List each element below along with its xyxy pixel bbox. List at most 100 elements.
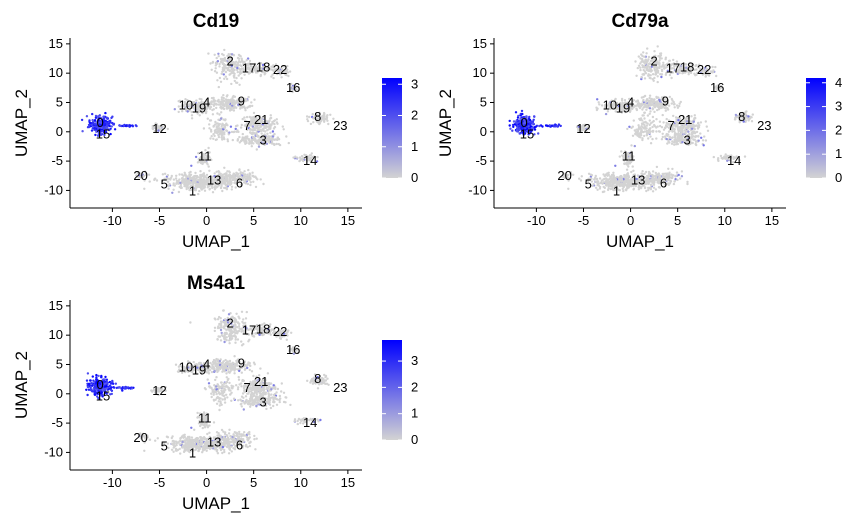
cell-point xyxy=(92,121,95,125)
x-tick-label: 10 xyxy=(294,213,308,228)
cell-point xyxy=(232,94,235,98)
cluster-label: 15 xyxy=(520,127,534,142)
cell-point xyxy=(129,386,132,390)
x-tick-label: -5 xyxy=(578,213,590,228)
cell-point xyxy=(223,166,226,169)
cell-point xyxy=(557,123,561,126)
cell-point xyxy=(589,173,593,176)
cell-point xyxy=(277,142,280,146)
cell-point xyxy=(641,122,644,126)
cluster-label: 4 xyxy=(627,95,634,110)
cell-point xyxy=(706,129,710,132)
cell-point xyxy=(649,74,652,77)
cluster-label: 13 xyxy=(207,172,221,187)
cell-point xyxy=(131,125,135,128)
cell-point xyxy=(194,155,198,159)
cell-point xyxy=(640,125,643,128)
cell-point xyxy=(199,173,202,177)
cell-point xyxy=(515,127,519,131)
cell-point xyxy=(696,127,700,130)
cell-point xyxy=(189,105,192,109)
cell-point xyxy=(193,105,196,109)
cell-point xyxy=(723,155,726,158)
cell-point xyxy=(733,118,737,121)
cluster-label: 16 xyxy=(710,80,724,95)
cell-point xyxy=(690,127,694,130)
cell-point xyxy=(214,67,217,70)
cell-point xyxy=(103,133,106,137)
cell-point xyxy=(670,102,673,105)
cell-point xyxy=(238,135,241,139)
cell-point xyxy=(220,134,224,137)
cell-point xyxy=(673,106,676,109)
cell-point xyxy=(257,129,260,132)
cell-point xyxy=(181,110,184,113)
cell-point xyxy=(661,135,664,139)
cell-point xyxy=(166,127,169,131)
cell-point xyxy=(623,183,626,186)
cell-point xyxy=(651,129,654,133)
cell-point xyxy=(247,168,250,172)
colorbar-tick-label: 1 xyxy=(411,139,418,154)
cell-point xyxy=(237,130,240,134)
cell-point xyxy=(640,76,643,79)
cell-point xyxy=(697,134,700,138)
cell-point xyxy=(200,100,203,104)
cell-point xyxy=(630,126,633,130)
cell-point xyxy=(184,177,187,181)
cell-point xyxy=(198,108,201,111)
cell-point xyxy=(198,189,201,193)
cell-point xyxy=(606,178,610,182)
cell-point xyxy=(171,191,174,194)
cell-point xyxy=(186,110,189,113)
cell-point xyxy=(218,128,221,131)
colorbar-tick-label: 0 xyxy=(835,170,842,185)
cell-point xyxy=(105,116,108,119)
cell-point xyxy=(223,133,226,136)
cell-point xyxy=(659,52,663,55)
cell-point xyxy=(643,94,647,98)
cell-point xyxy=(641,114,644,117)
cell-point xyxy=(199,176,203,179)
cell-point xyxy=(677,133,680,137)
cell-point xyxy=(195,177,198,180)
cell-point xyxy=(215,106,218,110)
cell-point xyxy=(104,111,107,115)
cell-point xyxy=(534,125,538,128)
cell-point xyxy=(645,124,648,127)
cell-point xyxy=(659,54,663,57)
cell-point xyxy=(158,125,161,129)
cell-point xyxy=(679,133,682,136)
cell-point xyxy=(250,101,253,104)
cell-point xyxy=(677,129,680,133)
cell-point xyxy=(97,119,100,122)
cell-point xyxy=(620,175,623,178)
cell-point xyxy=(95,130,98,133)
cell-point xyxy=(217,135,221,139)
cell-point xyxy=(250,116,254,119)
cell-point xyxy=(607,187,610,190)
cell-point xyxy=(225,107,228,110)
cell-point xyxy=(221,62,224,66)
cell-point xyxy=(154,177,157,180)
cell-point xyxy=(683,129,687,132)
cell-point xyxy=(216,79,219,82)
cell-point xyxy=(218,76,222,80)
cell-point xyxy=(170,174,173,178)
cell-point xyxy=(122,124,126,127)
cell-point xyxy=(197,192,200,196)
cell-point xyxy=(183,100,186,104)
cell-point xyxy=(249,181,252,184)
cell-point xyxy=(285,135,288,138)
cell-point xyxy=(86,386,90,389)
cell-point xyxy=(670,76,673,80)
cell-point xyxy=(671,99,674,102)
cell-point xyxy=(692,138,695,141)
cell-point xyxy=(211,60,215,64)
colorbar-tick-label: 3 xyxy=(411,76,418,91)
panel-title: Ms4a1 xyxy=(187,273,246,294)
cell-point xyxy=(680,170,684,173)
cluster-label: 22 xyxy=(697,62,711,77)
